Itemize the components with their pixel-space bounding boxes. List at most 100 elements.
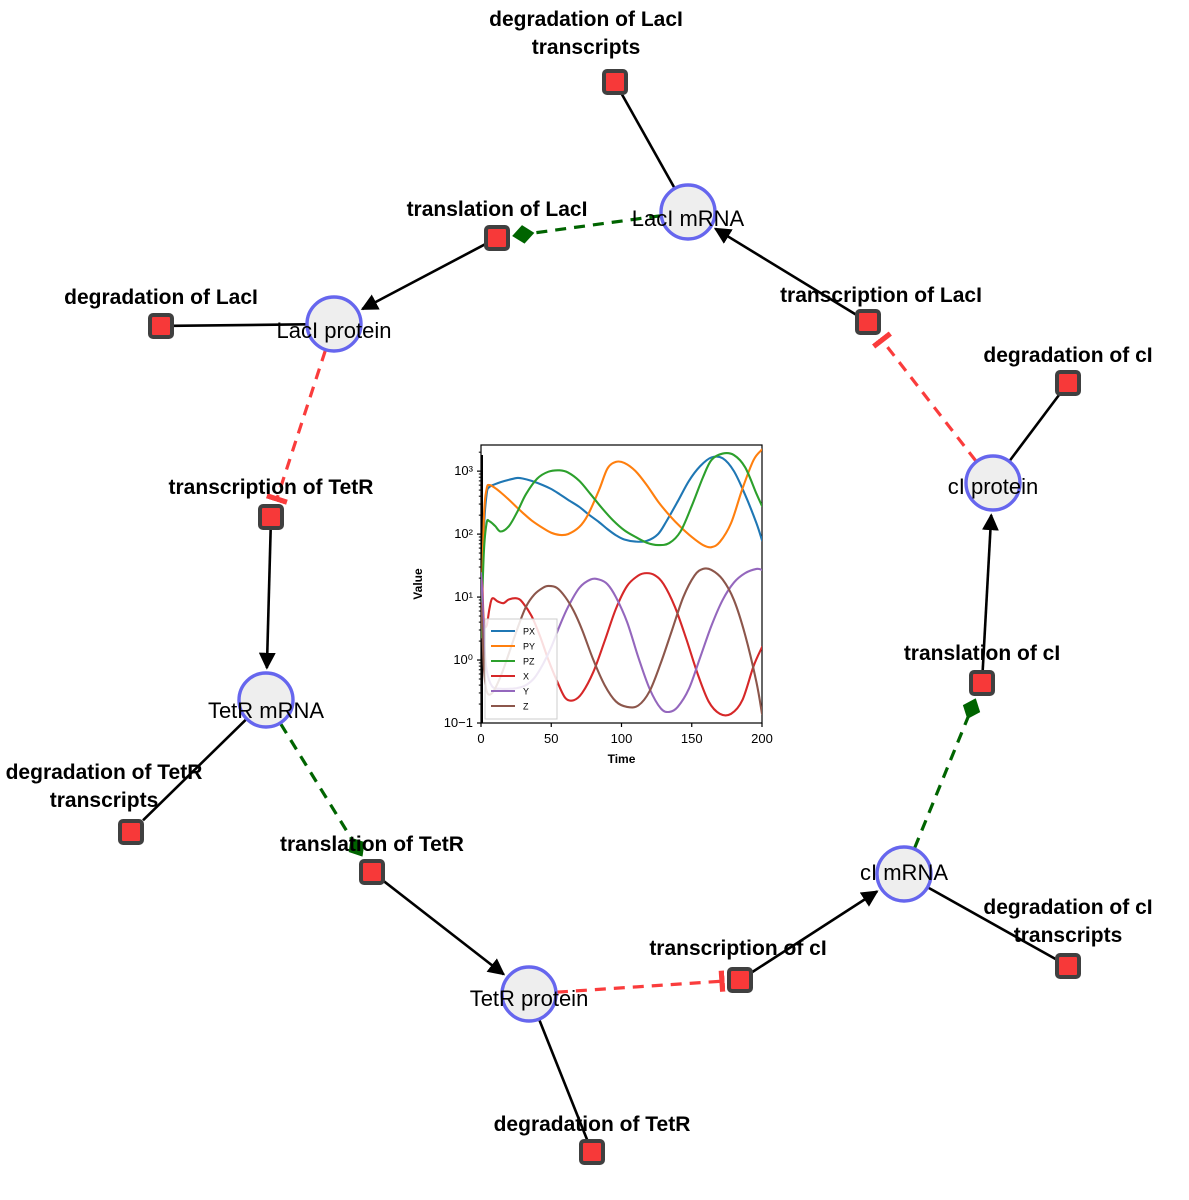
edge-arrow: transcription of LacI produces LacI mRNA [713,227,857,316]
reaction-node-tx_ci[interactable] [727,967,753,993]
inset-timeseries-chart: 10−1 10⁰ 10¹ 10² 10³ 0 50 100 150 200 Time Value PX P… [400,430,786,770]
species-label: LacI mRNA [632,206,745,231]
y-tick-label: 10−1 [444,715,473,730]
reaction-label: degradation of cI transcripts [983,896,1152,947]
x-tick-label: 150 [681,731,703,746]
chart-legend-box [484,618,558,720]
edge-layer: LacI mRNA consumed by degradation LacI mR… [142,93,1061,1141]
edge-arrow: translation of TetR produces TetR protei… [383,880,506,976]
reaction-node-deg_tetr_tx[interactable] [118,819,144,845]
reaction-node-deg_ci[interactable] [1055,370,1081,396]
reaction-square[interactable] [359,859,385,885]
reaction-square[interactable] [855,309,881,335]
reaction-label: transcription of TetR [169,476,374,499]
reaction-square[interactable] [118,819,144,845]
species-node-laci_mrna[interactable] [659,183,717,241]
edge-plain: TetR protein consumed by degradation [538,1019,589,1141]
legend-label-Z: Z [523,702,529,712]
reaction-label: degradation of cI [983,344,1152,367]
y-tick-label: 10³ [454,463,473,478]
edge-arrow: transcription of TetR produces TetR mRNA [258,528,276,670]
species-node-laci_prot[interactable] [305,295,363,353]
edge-inhibition: LacI protein represses transcription of … [266,350,327,505]
edge-plain: cI mRNA consumed by degradation [927,886,1057,961]
reaction-square[interactable] [602,69,628,95]
reaction-square[interactable] [484,225,510,251]
x-axis-title: Time [608,752,636,766]
species-node-ci_mrna[interactable] [875,845,933,903]
x-tick-label: 0 [477,731,484,746]
reaction-node-deg_laci_tx[interactable] [602,69,628,95]
reaction-label: translation of TetR [280,833,464,856]
reaction-label: transcription of LacI [780,284,982,307]
legend-label-X: X [523,672,529,682]
species-circle[interactable] [659,183,717,241]
chart-series-X: X [481,572,762,717]
species-circle[interactable] [964,454,1022,512]
edge-activation: LacI mRNA activates translation of LacI [512,214,661,244]
y-tick-label: 10¹ [454,589,473,604]
species-circle[interactable] [875,845,933,903]
reaction-square[interactable] [1055,370,1081,396]
reaction-node-deg_laci[interactable] [148,313,174,339]
y-tick-label: 10⁰ [453,652,473,667]
reaction-square[interactable] [727,967,753,993]
species-label: cI mRNA [860,860,948,885]
species-label: TetR protein [470,986,589,1011]
x-tick-label: 200 [751,731,773,746]
reaction-label: translation of cI [904,642,1060,665]
chart-series-PX: PX [481,455,762,639]
species-label: cI protein [948,474,1039,499]
legend-label-Y: Y [523,687,529,697]
edge-inhibition: cI protein represses transcription of La… [872,331,978,462]
species-node-tetr_mrna[interactable] [237,671,295,729]
reaction-node-deg_tetr[interactable] [579,1139,605,1165]
species-node-tetr_prot[interactable] [500,965,558,1023]
node-layer [118,69,1081,1165]
edge-plain: LacI protein consumed by degradation [172,323,307,328]
reaction-node-transl_laci[interactable] [484,225,510,251]
reaction-label: transcription of cI [649,937,826,960]
edge-activation: TetR mRNA activates translation of TetR [279,722,365,857]
reaction-node-deg_ci_tx[interactable] [1055,953,1081,979]
reaction-square[interactable] [1055,953,1081,979]
reaction-label: degradation of TetR transcripts [6,761,203,812]
reaction-label: degradation of TetR [494,1113,691,1136]
reaction-label: translation of LacI [407,198,588,221]
reaction-square[interactable] [258,504,284,530]
legend-label-PX: PX [523,627,535,637]
edge-activation: cI mRNA activates translation of cI [913,698,981,849]
edge-arrow: translation of cI produces cI protein [981,513,999,672]
reaction-label: degradation of LacI [64,286,258,309]
edge-arrow: translation of LacI produces LacI protei… [360,243,486,311]
reaction-label: degradation of LacI transcripts [489,8,683,59]
reaction-node-tx_laci[interactable] [855,309,881,335]
reaction-node-transl_tetr[interactable] [359,859,385,885]
edge-inhibition: TetR protein represses transcription of … [556,970,726,994]
edge-arrow: transcription of cI produces cI mRNA [751,890,879,974]
legend-label-PZ: PZ [523,657,535,667]
x-tick-label: 100 [611,731,633,746]
species-circle[interactable] [305,295,363,353]
x-tick-label: 50 [544,731,558,746]
reaction-square[interactable] [148,313,174,339]
reaction-square[interactable] [579,1139,605,1165]
species-circle[interactable] [500,965,558,1023]
species-node-ci_prot[interactable] [964,454,1022,512]
species-label: LacI protein [277,318,392,343]
edge-plain: cI protein consumed by degradation [1008,394,1061,462]
chart-series-PZ: PZ [481,452,762,639]
species-label: TetR mRNA [208,698,324,723]
species-circle[interactable] [237,671,295,729]
reaction-node-tx_tetr[interactable] [258,504,284,530]
y-axis-title: Value [411,568,425,600]
reaction-square[interactable] [969,670,995,696]
legend-label-PY: PY [523,642,535,652]
label-layer: LacI mRNA LacI protein TetR mRNA TetR prote… [6,8,1153,1136]
edge-plain: LacI mRNA consumed by degradation [620,93,676,189]
reaction-node-transl_ci[interactable] [969,670,995,696]
y-tick-label: 10² [454,526,473,541]
